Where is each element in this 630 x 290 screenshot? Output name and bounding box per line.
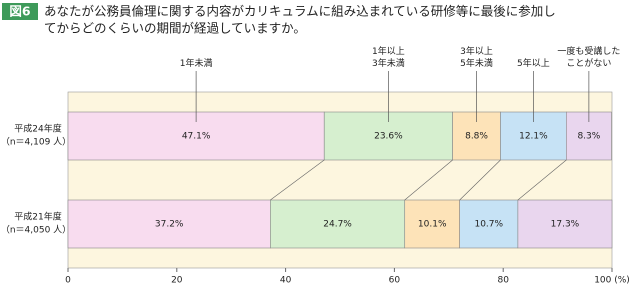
bar-segment <box>67 199 271 249</box>
chart-title: てからどのくらいの期間が経過していますか。 <box>44 21 306 36</box>
bar-segment <box>459 199 519 249</box>
value-label: 23.6% <box>374 132 403 142</box>
x-tick-label: 0 <box>65 276 71 286</box>
category-label: 平成24年度 <box>14 123 61 135</box>
category-note: （n＝4,050 人） <box>1 225 71 236</box>
x-tick-label: 60 <box>389 276 401 286</box>
x-tick-label: 20 <box>171 276 183 286</box>
value-label: 10.1% <box>418 220 447 230</box>
legend-label: 1年未満 <box>180 57 213 69</box>
legend-label: 一度も受講したことがない <box>557 45 620 69</box>
chart-title: あなたが公務員倫理に関する内容がカリキュラムに組み込まれている研修等に最後に参加… <box>44 4 556 19</box>
legend-label: 1年以上 3年未満 <box>372 45 405 69</box>
value-label: 8.8% <box>465 132 488 142</box>
category-note: （n＝4,109 人） <box>1 137 71 148</box>
value-label: 17.3% <box>551 220 580 230</box>
value-label: 8.3% <box>577 132 600 142</box>
value-label: 12.1% <box>519 132 548 142</box>
connector <box>270 159 325 201</box>
value-label: 37.2% <box>155 220 184 230</box>
value-label: 47.1% <box>182 132 211 142</box>
x-tick-label: 40 <box>280 276 292 286</box>
x-tick-label: 80 <box>497 276 509 286</box>
value-label: 10.7% <box>474 220 503 230</box>
bar-segment <box>517 199 613 249</box>
value-label: 24.7% <box>323 220 352 230</box>
connector <box>517 159 567 201</box>
legend-label: 5年以上 <box>517 57 550 69</box>
connector <box>459 159 501 201</box>
x-tick-label: 100 (%) <box>594 276 630 286</box>
category-label: 平成21年度 <box>14 211 61 223</box>
figure-label-box <box>2 3 38 20</box>
connector <box>404 159 453 201</box>
legend-label: 3年以上 5年未満 <box>460 45 493 69</box>
bar-segment <box>270 199 406 249</box>
bar-segment <box>404 199 460 249</box>
figure-label: 図6 <box>9 4 31 19</box>
